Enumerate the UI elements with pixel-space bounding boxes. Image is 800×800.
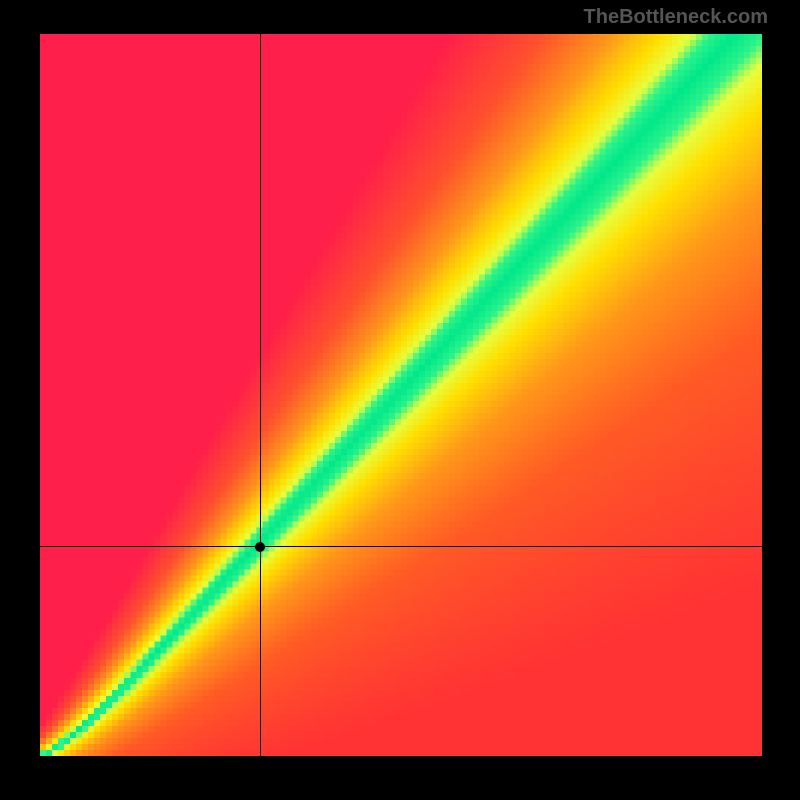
plot-area [40,34,762,756]
watermark-text: TheBottleneck.com [584,6,768,29]
chart-container: TheBottleneck.com [0,0,800,800]
heatmap-canvas [40,34,762,756]
